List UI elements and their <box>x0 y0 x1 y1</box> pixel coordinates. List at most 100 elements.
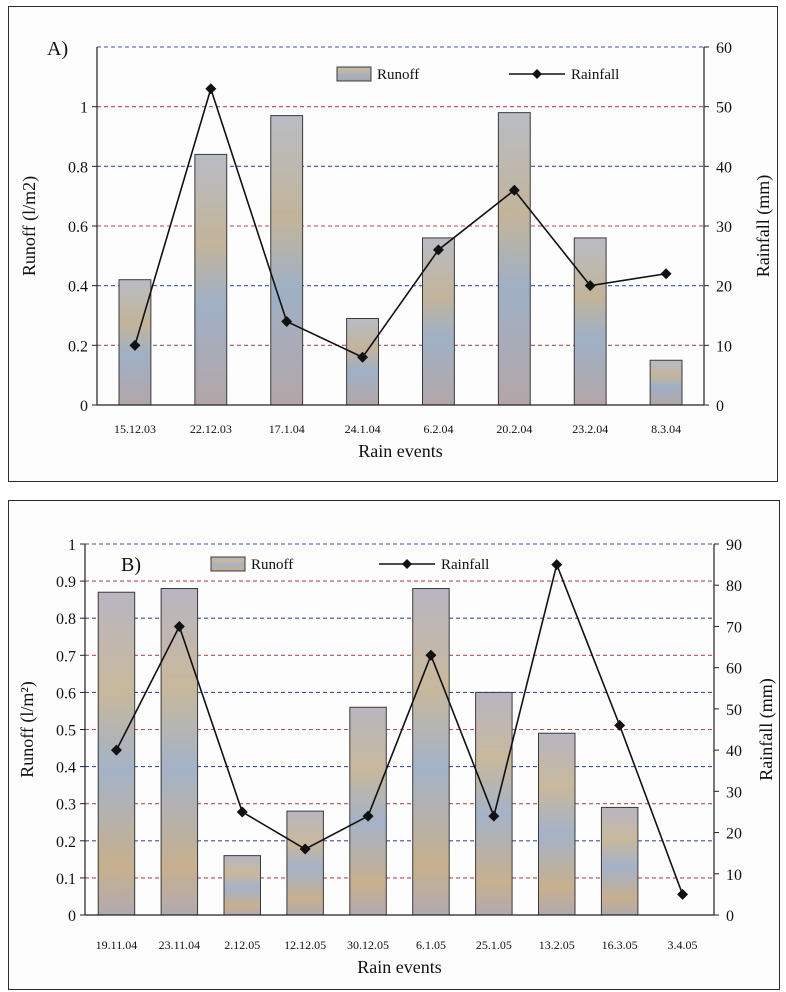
legend-rainfall-label: Rainfall <box>441 557 489 573</box>
runoff-bar-12.12.05 <box>286 810 324 916</box>
rainfall-point-20.2.04 <box>508 184 520 196</box>
right-tick-label: 50 <box>716 100 732 117</box>
rainfall-point-15.12.03 <box>129 339 141 351</box>
right-tick-label: 10 <box>726 867 742 884</box>
legend-runoff-label: Runoff <box>377 67 419 83</box>
right-tick-label: 0 <box>716 398 724 415</box>
x-category-label: 15.12.03 <box>114 422 156 436</box>
rainfall-point-6.1.05 <box>425 649 437 661</box>
x-category-label: 25.1.05 <box>476 938 512 952</box>
rainfall-point-3.4.05 <box>677 888 689 900</box>
right-tick-label: 10 <box>716 338 732 355</box>
panel-label: B) <box>121 554 141 576</box>
left-tick-label: 0.3 <box>56 797 76 814</box>
left-tick-label: 0.2 <box>68 338 88 355</box>
legend-runoff-swatch <box>336 66 372 82</box>
rainfall-point-13.2.05 <box>551 559 563 571</box>
x-category-label: 24.1.04 <box>345 422 381 436</box>
chart-b: 00.10.20.30.40.50.60.70.80.9101020304050… <box>17 537 777 977</box>
right-tick-label: 80 <box>726 578 742 595</box>
left-tick-label: 0.8 <box>56 611 76 628</box>
rainfall-point-2.12.05 <box>236 806 248 818</box>
x-category-label: 2.12.05 <box>224 938 260 952</box>
left-tick-label: 0.4 <box>68 279 88 296</box>
rainfall-point-17.1.04 <box>281 315 293 327</box>
rainfall-point-12.12.05 <box>299 843 311 855</box>
chart-panel-b: 0 0.1 0.2 0.3 0.4 0.5 0.6 0.7 0.8 0.9 1 0 10 20 30 40 50… <box>8 500 780 990</box>
rainfall-point-8.3.04 <box>660 268 672 280</box>
left-tick-label: 1 <box>80 100 88 117</box>
right-tick-label: 0 <box>726 908 734 925</box>
rainfall-point-25.1.05 <box>488 810 500 822</box>
y-axis-title-left: Runoff (l/m²) <box>17 681 38 778</box>
runoff-bar-6.2.04 <box>422 237 455 406</box>
legend-rainfall-marker <box>532 69 542 79</box>
left-tick-label: 0 <box>68 908 76 925</box>
runoff-bar-8.3.04 <box>649 359 683 406</box>
runoff-bar-2.12.05 <box>223 855 261 916</box>
rainfall-point-30.12.05 <box>362 810 374 822</box>
left-tick-label: 0 <box>80 398 88 415</box>
y-axis-title-right: Rainfall (mm) <box>756 678 777 780</box>
rainfall-point-23.11.04 <box>173 620 185 632</box>
rainfall-point-16.3.05 <box>614 719 626 731</box>
right-tick-label: 90 <box>726 537 742 554</box>
rainfall-line <box>115 561 684 895</box>
rainfall-point-24.1.04 <box>357 351 369 363</box>
x-category-label: 23.2.04 <box>572 422 608 436</box>
rainfall-point-6.2.04 <box>432 244 444 256</box>
right-tick-label: 40 <box>726 743 742 760</box>
x-category-label: 6.2.04 <box>423 422 453 436</box>
right-tick-label: 40 <box>716 159 732 176</box>
x-category-label: 3.4.05 <box>668 938 698 952</box>
left-tick-label: 0.9 <box>56 574 76 591</box>
left-tick-label: 0.1 <box>56 871 76 888</box>
x-category-label: 30.12.05 <box>347 938 389 952</box>
legend-runoff-label: Runoff <box>251 557 293 573</box>
left-tick-label: 0.5 <box>56 723 76 740</box>
right-tick-label: 50 <box>726 702 742 719</box>
runoff-bar-20.2.04 <box>497 112 531 406</box>
legend-rainfall-label: Rainfall <box>571 67 619 83</box>
runoff-bar-22.12.03 <box>194 153 228 406</box>
x-category-label: 19.11.04 <box>96 938 138 952</box>
rainfall-line <box>134 86 667 359</box>
left-tick-label: 1 <box>68 537 76 554</box>
x-category-label: 13.2.05 <box>539 938 575 952</box>
right-tick-label: 30 <box>726 784 742 801</box>
panel-label: A) <box>47 38 68 60</box>
runoff-bar-6.1.05 <box>412 588 450 916</box>
right-tick-label: 30 <box>716 219 732 236</box>
legend: Runoff Rainfall <box>210 556 489 573</box>
right-tick-label: 70 <box>726 619 742 636</box>
rainfall-point-23.2.04 <box>584 280 596 292</box>
x-category-label: 8.3.04 <box>651 422 681 436</box>
left-tick-label: 0.7 <box>56 648 76 665</box>
x-category-label: 6.1.05 <box>416 938 446 952</box>
left-tick-label: 0.4 <box>56 760 76 777</box>
x-category-label: 22.12.03 <box>190 422 232 436</box>
runoff-bar-16.3.05 <box>600 806 639 916</box>
runoff-bar-23.11.04 <box>160 588 199 916</box>
legend: Runoff Rainfall <box>336 66 619 83</box>
y-axis-title-left: Runoff (l/m2) <box>19 176 40 276</box>
left-tick-label: 0.2 <box>56 834 76 851</box>
x-category-label: 16.3.05 <box>602 938 638 952</box>
legend-runoff-swatch <box>210 556 246 572</box>
x-axis-title: Rain events <box>357 957 441 977</box>
chart-panel-a: 0 0.2 0.4 0.6 0.8 1 0 10 20 30 40 50 60 15.12.03 22.12… <box>8 6 778 482</box>
x-category-label: 17.1.04 <box>269 422 305 436</box>
rainfall-point-19.11.04 <box>110 744 122 756</box>
runoff-bar-25.1.05 <box>475 691 513 916</box>
left-tick-label: 0.6 <box>68 219 88 236</box>
x-category-label: 12.12.05 <box>284 938 326 952</box>
right-tick-label: 60 <box>716 40 732 57</box>
x-category-label: 20.2.04 <box>496 422 532 436</box>
x-category-label: 23.11.04 <box>159 938 201 952</box>
rainfall-point-22.12.03 <box>205 83 217 95</box>
right-tick-label: 20 <box>716 279 732 296</box>
x-axis-title: Rain events <box>358 441 442 461</box>
runoff-bar-23.2.04 <box>573 237 607 406</box>
left-tick-label: 0.6 <box>56 685 76 702</box>
